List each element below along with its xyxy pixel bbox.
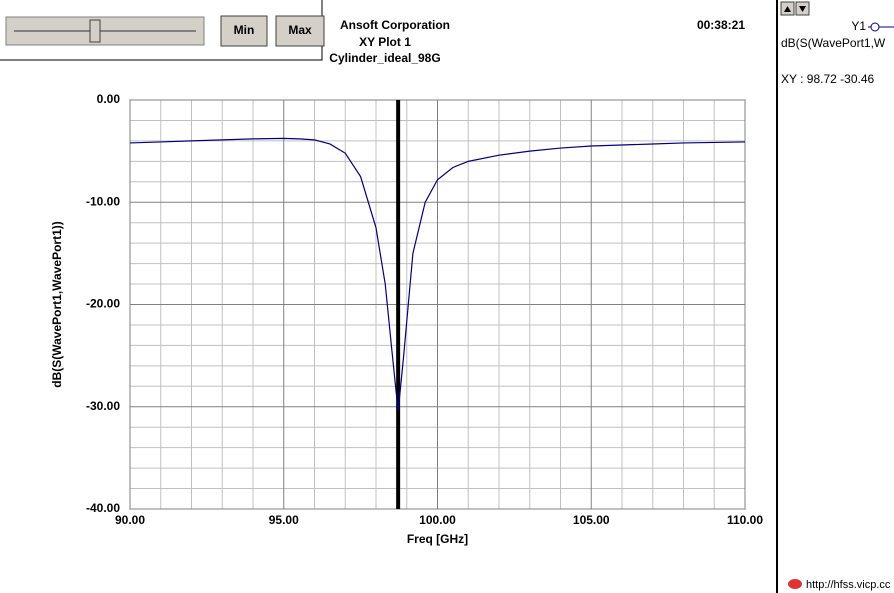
- y-tick-label: -20.00: [86, 297, 120, 311]
- x-tick-label: 110.00: [727, 513, 763, 527]
- zoom-panel: Min Max: [0, 0, 325, 61]
- legend-trace: Y1: [851, 19, 866, 33]
- max-label: Max: [288, 23, 312, 37]
- x-axis-label: Freq [GHz]: [407, 532, 468, 546]
- chart-title: XY Plot 1: [359, 35, 411, 49]
- company: Ansoft Corporation: [340, 18, 450, 32]
- chart-subtitle: Cylinder_ideal_98G: [329, 51, 440, 65]
- y-tick-label: -10.00: [86, 194, 120, 208]
- marker-readout: XY : 98.72 -30.46: [781, 72, 875, 86]
- y-tick-label: 0.00: [97, 92, 121, 106]
- legend-label: dB(S(WavePort1,W: [781, 36, 886, 50]
- x-tick-label: 105.00: [573, 513, 610, 527]
- x-tick-label: 90.00: [115, 513, 145, 527]
- series-line: [129, 137, 746, 412]
- max-button[interactable]: [275, 15, 325, 47]
- x-tick-label: 95.00: [269, 513, 299, 527]
- y-tick-label: -40.00: [86, 501, 120, 515]
- min-button[interactable]: [220, 15, 268, 47]
- y-axis-label: dB(S(WavePort1,WavePort1)): [50, 221, 64, 387]
- slider-thumb[interactable]: [89, 19, 101, 43]
- y-tick-label: -30.00: [86, 399, 120, 413]
- min-label: Min: [234, 23, 255, 37]
- watermark: http://hfss.vicp.cc: [806, 579, 891, 591]
- legend-panel: Y1 dB(S(WavePort1,W XY : 98.72 -30.46 ht…: [776, 0, 894, 593]
- plot: 90.00 95.00 100.00 105.00 110.00 0.00 -10.00 -2…: [50, 92, 763, 546]
- x-tick-label: 100.00: [419, 513, 456, 527]
- time: 00:38:21: [697, 18, 745, 32]
